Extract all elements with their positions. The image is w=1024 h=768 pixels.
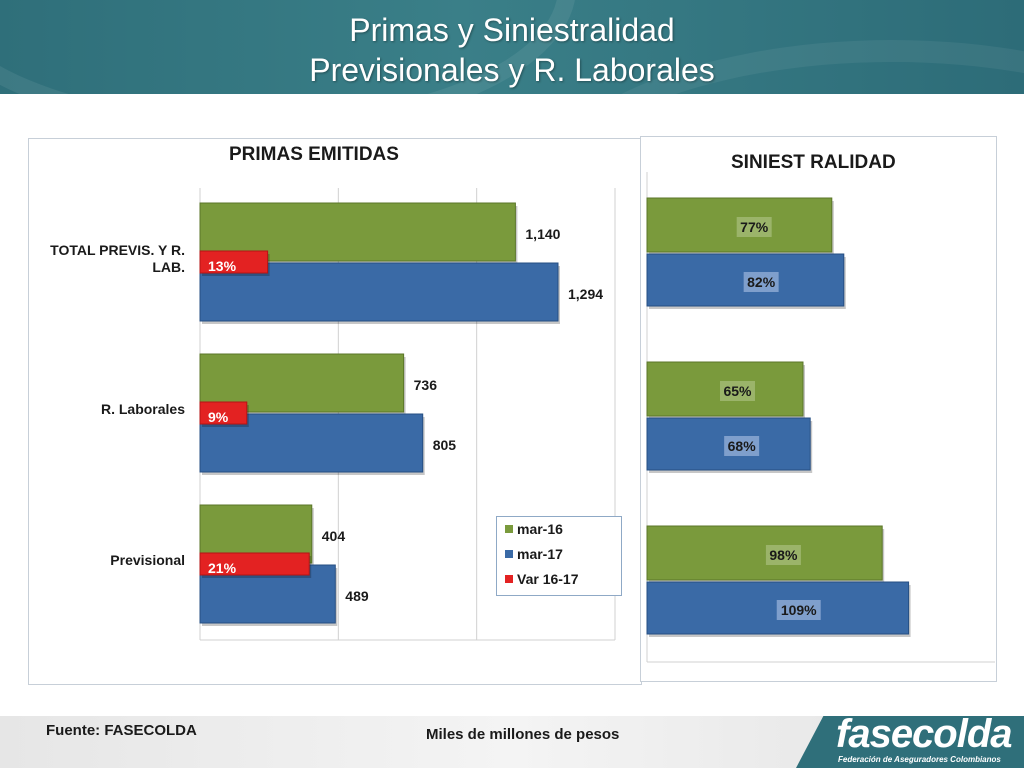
legend-label-mar17: mar-17 [517,546,563,562]
legend-item-mar16: mar-16 [505,521,563,541]
primas-chart-title: PRIMAS EMITIDAS [229,144,399,165]
legend-item-var: Var 16-17 [505,571,579,591]
fasecolda-logo: fasecolda [836,712,1013,756]
siniestralidad-chart-title: SINIEST RALIDAD [731,152,896,173]
legend-label-var: Var 16-17 [517,571,579,587]
legend-swatch-mar17 [505,550,513,558]
legend-label-mar16: mar-16 [517,521,563,537]
units-note: Miles de millones de pesos [426,726,620,743]
page-title-line-1: Primas y Siniestralidad [349,12,675,48]
legend-swatch-var [505,575,513,583]
source-note: Fuente: FASECOLDA [46,722,197,739]
primas-panel: PRIMAS EMITIDAS [28,138,642,685]
legend-swatch-mar16 [505,525,513,533]
legend-item-mar17: mar-17 [505,546,563,566]
logo-background [796,716,1024,768]
header-banner: Primas y Siniestralidad Previsionales y … [0,0,1024,94]
chart-legend: mar-16 mar-17 Var 16-17 [496,516,622,596]
siniestralidad-panel: SINIEST RALIDAD [640,136,997,682]
fasecolda-logo-subtitle: Federación de Aseguradores Colombianos [838,755,1001,764]
page-title-line-2: Previsionales y R. Laborales [309,52,715,88]
